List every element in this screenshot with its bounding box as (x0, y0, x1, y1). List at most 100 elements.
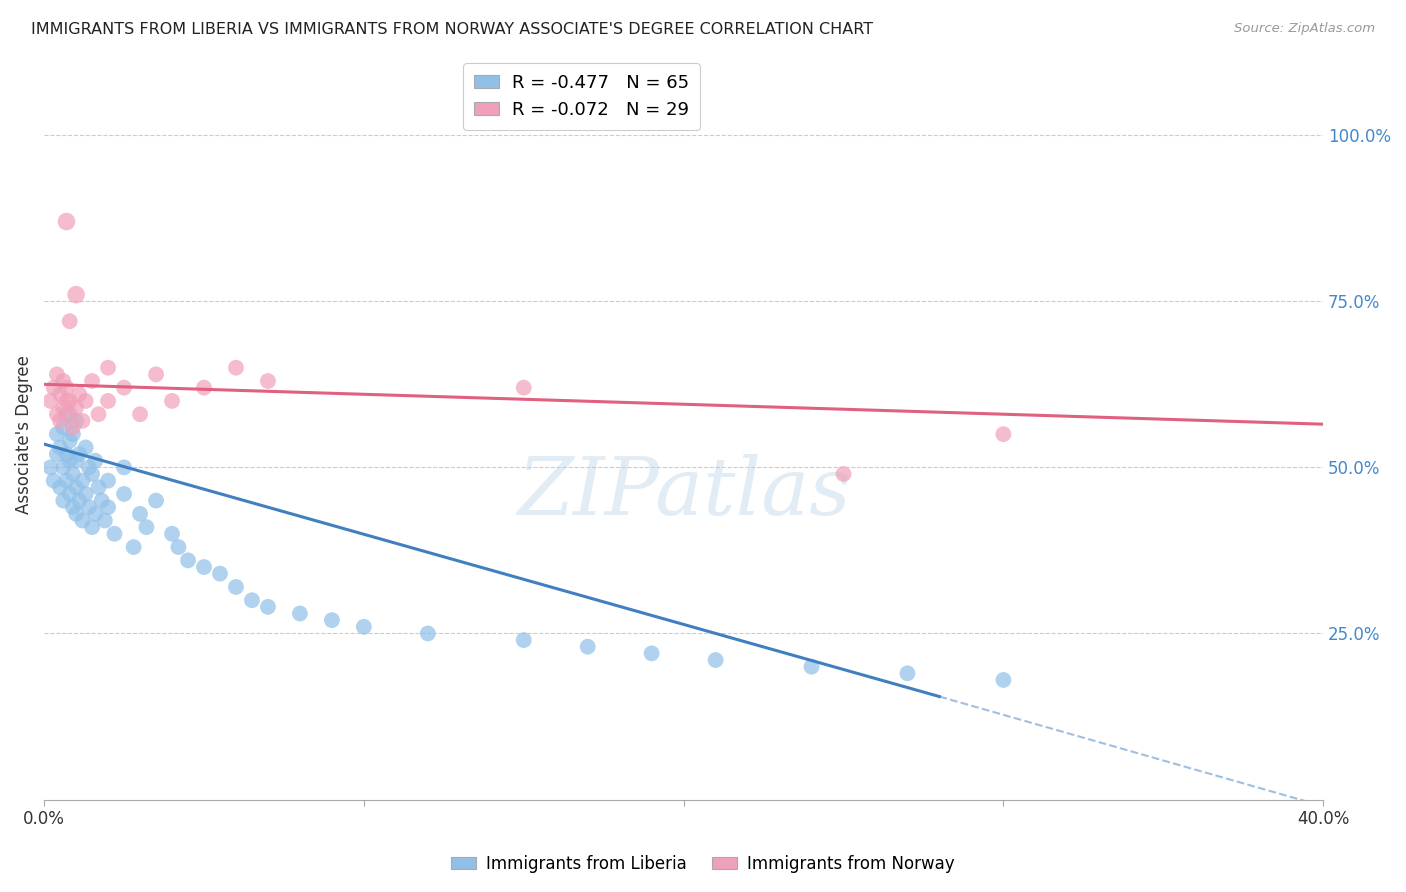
Point (416, 626, 439, 640)
Point (160, 393, 183, 408)
Point (112, 460, 135, 475)
Legend: R = -0.477   N = 65, R = -0.072   N = 29: R = -0.477 N = 65, R = -0.072 N = 29 (463, 63, 700, 130)
Point (55, 214, 77, 228)
Point (321, 613, 343, 627)
Point (145, 368, 167, 382)
Point (72, 514, 94, 528)
Point (39, 393, 62, 408)
Point (59, 454, 82, 468)
Point (45, 447, 67, 461)
Point (896, 666, 918, 681)
Point (167, 540, 190, 554)
Point (513, 633, 536, 648)
Point (52, 401, 75, 415)
Point (52, 420, 75, 434)
Point (704, 653, 727, 667)
Point (225, 580, 247, 594)
Point (90, 493, 112, 508)
Point (84, 507, 107, 521)
Point (135, 520, 157, 534)
Point (65, 507, 87, 521)
Point (177, 553, 200, 567)
Point (80, 520, 103, 534)
Point (193, 560, 215, 574)
Point (103, 526, 125, 541)
Point (112, 487, 135, 501)
Point (97, 393, 120, 408)
Point (640, 646, 662, 660)
Point (45, 368, 67, 382)
Point (240, 593, 263, 607)
Point (97, 474, 120, 488)
Point (62, 427, 84, 442)
Point (257, 599, 280, 614)
Point (145, 493, 167, 508)
Point (513, 381, 536, 395)
Point (59, 407, 82, 421)
Point (80, 374, 103, 388)
Point (65, 454, 87, 468)
Point (129, 507, 152, 521)
Point (72, 414, 94, 428)
Point (112, 381, 135, 395)
Point (49, 441, 72, 455)
Point (52, 460, 75, 475)
Point (59, 487, 82, 501)
Point (55, 474, 77, 488)
Point (353, 620, 375, 634)
Point (77, 500, 100, 515)
Point (87, 480, 110, 494)
Point (94, 514, 117, 528)
Point (55, 407, 77, 421)
Point (62, 500, 84, 515)
Point (576, 640, 599, 654)
Point (80, 467, 103, 481)
Point (65, 287, 87, 301)
Point (42, 381, 65, 395)
Point (122, 540, 145, 554)
Point (800, 659, 823, 673)
Point (208, 566, 231, 581)
Legend: Immigrants from Liberia, Immigrants from Norway: Immigrants from Liberia, Immigrants from… (444, 848, 962, 880)
Point (67, 387, 90, 401)
Point (77, 460, 100, 475)
Point (52, 374, 75, 388)
Point (67, 447, 90, 461)
Point (49, 480, 72, 494)
Point (97, 500, 120, 515)
Point (160, 526, 183, 541)
Point (62, 467, 84, 481)
Point (75, 393, 97, 408)
Point (97, 360, 120, 375)
Point (65, 401, 87, 415)
Point (39, 460, 62, 475)
Point (59, 314, 82, 328)
Point (52, 493, 75, 508)
Point (42, 474, 65, 488)
Point (59, 393, 82, 408)
Text: IMMIGRANTS FROM LIBERIA VS IMMIGRANTS FROM NORWAY ASSOCIATE'S DEGREE CORRELATION: IMMIGRANTS FROM LIBERIA VS IMMIGRANTS FR… (31, 22, 873, 37)
Point (55, 393, 77, 408)
Point (45, 407, 67, 421)
Point (59, 434, 82, 448)
Point (225, 360, 247, 375)
Point (49, 414, 72, 428)
Point (49, 387, 72, 401)
Point (129, 407, 152, 421)
Point (75, 487, 97, 501)
Point (87, 407, 110, 421)
Point (55, 381, 77, 395)
Point (993, 427, 1015, 442)
Text: ZIPatlas: ZIPatlas (517, 454, 851, 532)
Point (257, 374, 280, 388)
Point (65, 480, 87, 494)
Point (288, 607, 311, 621)
Point (993, 673, 1015, 687)
Point (75, 441, 97, 455)
Y-axis label: Associate's Degree: Associate's Degree (15, 355, 32, 514)
Point (193, 381, 215, 395)
Point (72, 474, 94, 488)
Text: Source: ZipAtlas.com: Source: ZipAtlas.com (1234, 22, 1375, 36)
Point (65, 414, 87, 428)
Point (84, 454, 107, 468)
